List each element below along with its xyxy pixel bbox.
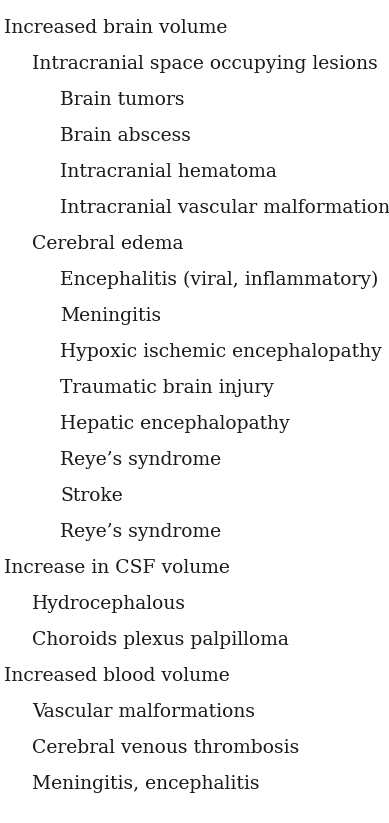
- Text: Traumatic brain injury: Traumatic brain injury: [60, 379, 274, 397]
- Text: Increased brain volume: Increased brain volume: [4, 19, 228, 37]
- Text: Cerebral edema: Cerebral edema: [32, 235, 184, 253]
- Text: Brain abscess: Brain abscess: [60, 127, 191, 145]
- Text: Hepatic encephalopathy: Hepatic encephalopathy: [60, 415, 290, 433]
- Text: Hydrocephalous: Hydrocephalous: [32, 595, 186, 613]
- Text: Vascular malformations: Vascular malformations: [32, 703, 255, 721]
- Text: Stroke: Stroke: [60, 487, 123, 505]
- Text: Intracranial hematoma: Intracranial hematoma: [60, 163, 277, 181]
- Text: Intracranial vascular malformation: Intracranial vascular malformation: [60, 199, 389, 217]
- Text: Hypoxic ischemic encephalopathy: Hypoxic ischemic encephalopathy: [60, 343, 382, 361]
- Text: Meningitis, encephalitis: Meningitis, encephalitis: [32, 775, 259, 793]
- Text: Increase in CSF volume: Increase in CSF volume: [4, 559, 230, 577]
- Text: Cerebral venous thrombosis: Cerebral venous thrombosis: [32, 739, 299, 757]
- Text: Meningitis: Meningitis: [60, 307, 161, 325]
- Text: Choroids plexus palpilloma: Choroids plexus palpilloma: [32, 631, 289, 649]
- Text: Reye’s syndrome: Reye’s syndrome: [60, 451, 221, 469]
- Text: Increased blood volume: Increased blood volume: [4, 667, 230, 685]
- Text: Brain tumors: Brain tumors: [60, 91, 184, 109]
- Text: Reye’s syndrome: Reye’s syndrome: [60, 523, 221, 541]
- Text: Intracranial space occupying lesions: Intracranial space occupying lesions: [32, 55, 378, 73]
- Text: Encephalitis (viral, inflammatory): Encephalitis (viral, inflammatory): [60, 271, 378, 289]
